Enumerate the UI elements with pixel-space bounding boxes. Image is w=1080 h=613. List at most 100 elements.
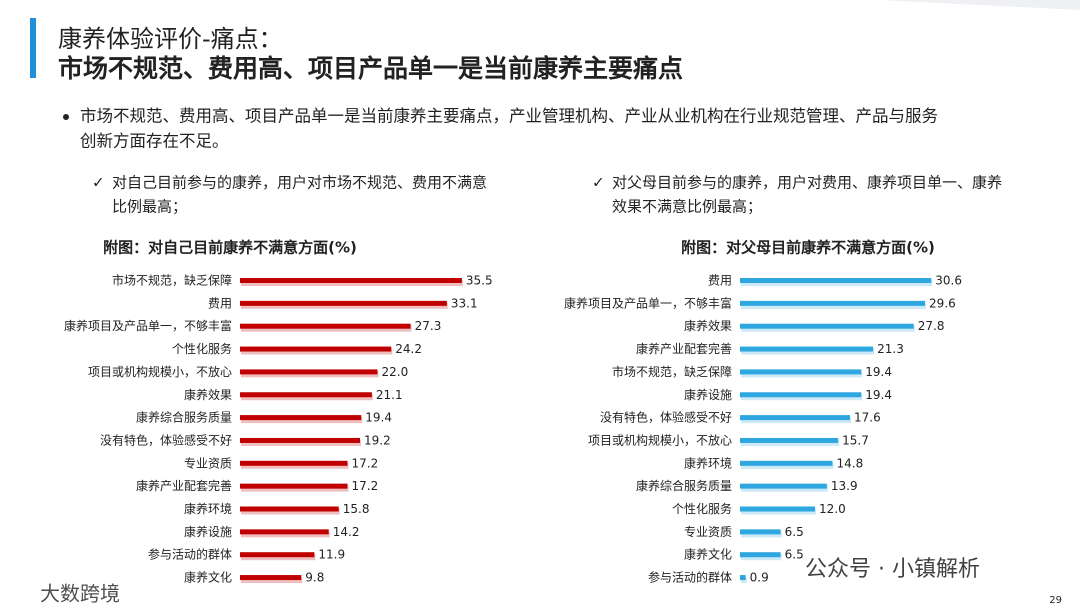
bar — [240, 323, 411, 329]
category-label: 没有特色，体验感受不好 — [600, 410, 732, 425]
value-label: 19.4 — [865, 388, 892, 402]
category-label: 康养效果 — [684, 318, 732, 333]
value-label: 33.1 — [451, 296, 478, 310]
category-label: 康养产业配套完善 — [136, 478, 232, 493]
category-label: 没有特色，体验感受不好 — [100, 432, 232, 447]
bar — [240, 346, 392, 352]
bar — [240, 483, 348, 489]
category-label: 费用 — [208, 296, 232, 310]
category-label: 康养综合服务质量 — [636, 478, 732, 493]
value-label: 14.2 — [333, 525, 360, 539]
logo-text: 大数跨境 — [40, 582, 120, 606]
value-label: 19.4 — [365, 411, 392, 425]
bar — [240, 460, 348, 466]
category-label: 康养设施 — [684, 387, 732, 402]
bar — [740, 460, 833, 466]
category-label: 专业资质 — [684, 524, 732, 539]
category-label: 个性化服务 — [672, 501, 732, 516]
value-label: 17.6 — [854, 411, 881, 425]
bar — [240, 392, 372, 398]
value-label: 29.6 — [929, 296, 956, 310]
category-label: 参与活动的群体 — [648, 570, 732, 585]
value-label: 11.9 — [318, 548, 345, 562]
chart-title: 附图：对自己目前康养不满意方面(%) — [103, 239, 357, 257]
value-label: 21.1 — [376, 388, 403, 402]
value-label: 12.0 — [819, 502, 846, 516]
bar — [740, 300, 925, 306]
bar — [740, 529, 781, 535]
bullet-text: 创新方面存在不足。 — [80, 132, 229, 151]
category-label: 项目或机构规模小，不放心 — [88, 364, 232, 379]
note-text: 比例最高； — [112, 198, 187, 216]
value-label: 19.2 — [364, 433, 391, 447]
category-label: 市场不规范，缺乏保障 — [612, 364, 732, 379]
bar — [740, 437, 839, 443]
value-label: 15.8 — [343, 502, 370, 516]
bar — [240, 529, 329, 535]
value-label: 22.0 — [382, 365, 409, 379]
bar — [740, 392, 862, 398]
bar — [740, 369, 862, 375]
bar — [240, 300, 447, 306]
category-label: 费用 — [708, 274, 732, 288]
bar — [740, 575, 746, 581]
bar — [740, 346, 874, 352]
value-label: 30.6 — [935, 274, 962, 288]
watermark: 公众号 · 小镇解析 — [805, 557, 980, 582]
category-label: 康养综合服务质量 — [136, 410, 232, 425]
value-label: 21.3 — [877, 342, 904, 356]
value-label: 35.5 — [466, 274, 493, 288]
check-mark: ✓ — [592, 174, 605, 192]
bullet-dot — [63, 114, 69, 120]
category-label: 康养环境 — [684, 455, 732, 470]
chart-title: 附图：对父母目前康养不满意方面(%) — [681, 239, 935, 257]
category-label: 康养设施 — [184, 524, 232, 539]
bar — [240, 437, 360, 443]
category-label: 项目或机构规模小，不放心 — [588, 432, 732, 447]
bar — [740, 415, 850, 421]
value-label: 17.2 — [352, 479, 379, 493]
value-label: 19.4 — [865, 365, 892, 379]
category-label: 参与活动的群体 — [148, 547, 232, 562]
category-label: 专业资质 — [184, 455, 232, 470]
page-number: 29 — [1049, 595, 1062, 606]
note-text: 对自己目前参与的康养，用户对市场不规范、费用不满意 — [112, 174, 487, 192]
value-label: 15.7 — [842, 433, 869, 447]
bar — [740, 506, 815, 512]
check-mark: ✓ — [92, 174, 105, 192]
note-text: 对父母目前参与的康养，用户对费用、康养项目单一、康养 — [612, 174, 1002, 192]
value-label: 0.9 — [750, 571, 769, 585]
bar — [240, 278, 462, 283]
bar — [740, 483, 827, 489]
category-label: 康养效果 — [184, 387, 232, 402]
category-label: 康养项目及产品单一，不够丰富 — [64, 318, 232, 333]
value-label: 6.5 — [785, 548, 804, 562]
category-label: 康养文化 — [684, 547, 732, 562]
value-label: 27.8 — [918, 319, 945, 333]
value-label: 6.5 — [785, 525, 804, 539]
bar — [740, 323, 914, 329]
value-label: 13.9 — [831, 479, 858, 493]
category-label: 康养环境 — [184, 501, 232, 516]
value-label: 9.8 — [305, 571, 324, 585]
category-label: 个性化服务 — [172, 341, 232, 356]
slide-title: 康养体验评价-痛点： — [58, 25, 283, 53]
category-label: 市场不规范，缺乏保障 — [112, 273, 232, 288]
value-label: 24.2 — [395, 342, 422, 356]
corner-decoration — [880, 0, 1080, 10]
bar — [240, 415, 362, 421]
bar — [240, 575, 302, 581]
category-label: 康养项目及产品单一，不够丰富 — [564, 295, 732, 310]
category-label: 康养文化 — [184, 570, 232, 585]
bar — [240, 552, 315, 558]
note-text: 效果不满意比例最高； — [612, 198, 762, 216]
bar — [240, 506, 339, 512]
slide-subtitle: 市场不规范、费用高、项目产品单一是当前康养主要痛点 — [58, 54, 683, 83]
value-label: 27.3 — [415, 319, 442, 333]
bar — [240, 369, 378, 375]
bar — [740, 278, 932, 283]
value-label: 14.8 — [837, 456, 864, 470]
accent-bar — [30, 18, 36, 78]
